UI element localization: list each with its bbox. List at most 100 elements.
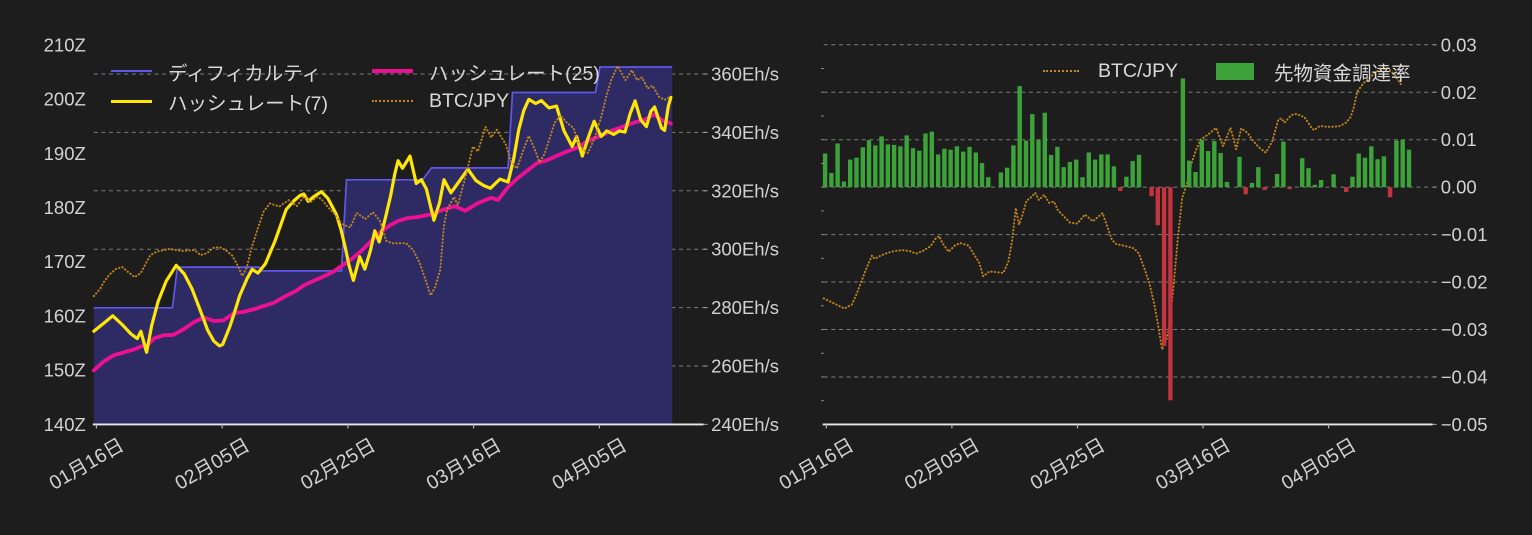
funding-rate-bar xyxy=(923,133,928,188)
funding-rate-bar xyxy=(904,135,909,188)
funding-rate-bar xyxy=(1362,157,1368,188)
x-tick-label: 02月05日 xyxy=(901,434,983,494)
funding-rate-bar xyxy=(1381,156,1387,188)
funding-rate-bar xyxy=(835,143,840,188)
funding-rate-bar xyxy=(1212,141,1217,188)
left-axis-label: 210Z xyxy=(44,34,86,55)
funding-rate-bar xyxy=(1124,176,1129,188)
funding-rate-bar xyxy=(1369,146,1374,188)
funding-rate-bar xyxy=(1036,140,1041,188)
left-axis-label: 140Z xyxy=(44,414,86,435)
x-tick-label: 03月16日 xyxy=(1152,434,1234,494)
funding-rate-bar xyxy=(860,147,865,188)
right-axis-label: 260Eh/s xyxy=(711,356,779,377)
funding-rate-bar xyxy=(929,131,934,188)
funding-axis-label: 0.00 xyxy=(1441,177,1477,198)
funding-rate-bar xyxy=(917,150,922,188)
funding-rate-bar xyxy=(1249,182,1255,188)
funding-rate-bar xyxy=(1262,187,1267,190)
funding-rate-bar xyxy=(1092,159,1098,188)
x-tick-label: 01月16日 xyxy=(775,434,857,494)
funding-rate-bar xyxy=(879,136,884,188)
left-axis-label: 200Z xyxy=(44,89,86,110)
funding-rate-bar xyxy=(1394,140,1399,188)
funding-rate-bar xyxy=(1161,187,1167,346)
funding-rate-bar xyxy=(954,146,960,188)
right-axis-label: 280Eh/s xyxy=(711,297,779,318)
funding-rate-bar xyxy=(873,145,878,188)
funding-rate-bar xyxy=(1331,174,1336,188)
funding-rate-bar xyxy=(1118,187,1123,191)
left-axis-label: 160Z xyxy=(44,305,86,326)
funding-rate-bar xyxy=(942,148,947,188)
right-axis-label: 360Eh/s xyxy=(711,64,779,85)
funding-rate-bar xyxy=(1287,187,1292,190)
funding-rate-bar xyxy=(1306,168,1311,188)
funding-rate-bar xyxy=(1256,167,1261,188)
funding-rate-bar xyxy=(848,159,853,188)
funding-axis-label: 0.02 xyxy=(1441,82,1477,103)
funding-axis-label: −0.04 xyxy=(1441,366,1488,387)
funding-rate-bar xyxy=(935,154,941,188)
right-axis-label: 320Eh/s xyxy=(711,180,779,201)
x-tick-label: 02月25日 xyxy=(1027,434,1109,494)
funding-axis-label: −0.02 xyxy=(1441,272,1488,293)
funding-rate-bar xyxy=(967,146,972,188)
funding-rate-bar xyxy=(1356,153,1361,188)
x-tick-label: 02月05日 xyxy=(171,434,253,494)
funding-rate-bar xyxy=(1281,141,1286,188)
funding-rate-bar xyxy=(1136,154,1142,188)
funding-rate-bar xyxy=(854,157,859,188)
funding-rate-bar xyxy=(973,152,978,188)
left-axis-label: 150Z xyxy=(44,360,86,381)
funding-rate-bar xyxy=(1237,156,1242,188)
funding-rate-bar xyxy=(1406,149,1412,188)
funding-rate-bar xyxy=(1048,154,1054,188)
funding-rate-bar xyxy=(1130,161,1135,188)
funding-rate-bar xyxy=(961,151,966,188)
funding-rate-bar xyxy=(1387,187,1393,198)
funding-rate-bar xyxy=(898,146,903,188)
funding-rate-bar xyxy=(1155,187,1160,226)
funding-rate-bar xyxy=(1400,139,1405,188)
funding-rate-bar xyxy=(1055,146,1060,188)
funding-rate-bar xyxy=(891,144,897,188)
funding-rate-bar xyxy=(866,140,872,188)
funding-rate-bar xyxy=(1199,139,1204,188)
funding-axis-label: −0.01 xyxy=(1441,224,1488,245)
funding-rate-bar xyxy=(948,149,953,188)
funding-rate-bar xyxy=(829,172,834,188)
funding-rate-bar xyxy=(1243,187,1248,195)
funding-rate-bar xyxy=(1023,140,1029,188)
funding-rate-bar xyxy=(1218,153,1223,188)
difficulty-step-line xyxy=(93,66,673,309)
funding-rate-bar xyxy=(986,177,991,188)
x-tick-label: 01月16日 xyxy=(46,434,128,494)
funding-rate-bar xyxy=(1086,152,1091,188)
funding-rate-bar xyxy=(841,181,847,188)
funding-rate-bar xyxy=(1224,181,1230,188)
right-axis-label: 240Eh/s xyxy=(711,414,779,435)
x-tick-label: 04月05日 xyxy=(1278,434,1360,494)
funding-rate-bar xyxy=(979,163,985,188)
funding-rate-bar xyxy=(1061,167,1066,188)
funding-rate-bar xyxy=(1318,180,1324,188)
x-tick-label: 04月05日 xyxy=(549,434,631,494)
left-axis-label: 190Z xyxy=(44,143,86,164)
left-axis-label: 180Z xyxy=(44,197,86,218)
funding-rate-bar xyxy=(1193,172,1198,188)
funding-rate-bar xyxy=(1350,176,1355,188)
funding-rate-bar xyxy=(1017,86,1022,188)
right-axis-label: 300Eh/s xyxy=(711,239,779,260)
funding-rate-bar xyxy=(1312,184,1317,188)
funding-rate-bar xyxy=(1205,151,1211,188)
funding-rate-bar xyxy=(1300,158,1305,188)
funding-rate-bar xyxy=(1011,145,1016,188)
funding-rate-bar xyxy=(1080,177,1085,188)
funding-rate-bar xyxy=(1099,154,1104,188)
funding-rate-bar xyxy=(1180,78,1186,188)
hashrate_7-line xyxy=(92,95,673,354)
x-tick-label: 02月25日 xyxy=(297,434,379,494)
